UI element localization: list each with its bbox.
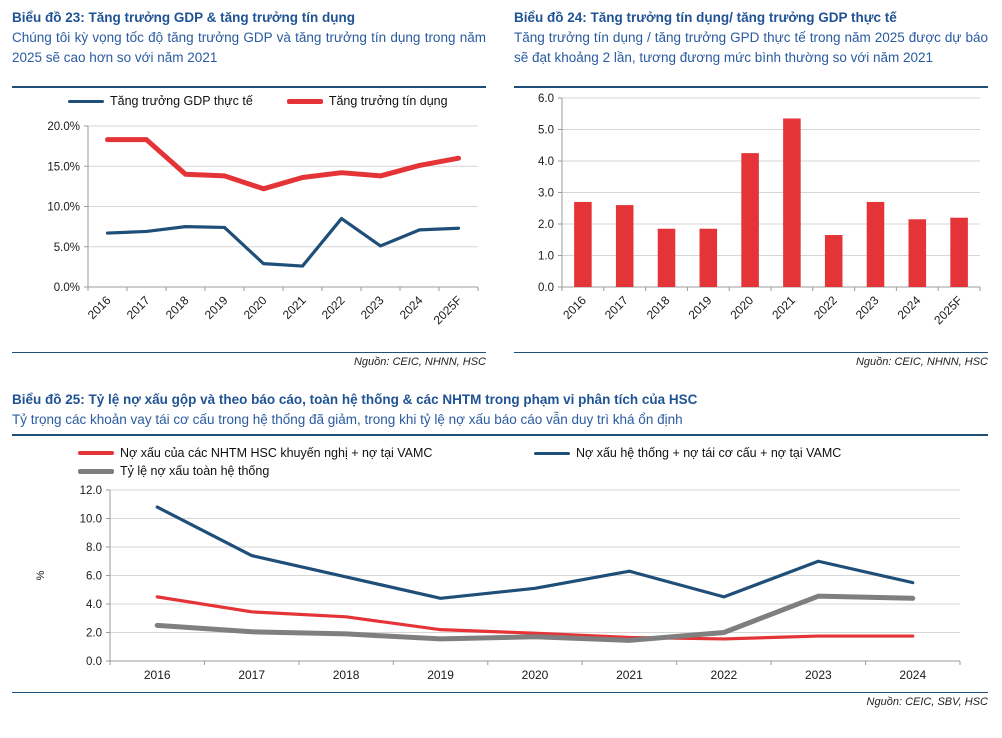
npl-hsc-line-swatch-icon bbox=[78, 451, 114, 455]
svg-text:2022: 2022 bbox=[811, 293, 840, 322]
chart23-divider bbox=[12, 86, 486, 88]
svg-text:10.0%: 10.0% bbox=[47, 202, 80, 214]
svg-text:10.0: 10.0 bbox=[80, 514, 102, 526]
svg-text:2.0: 2.0 bbox=[86, 628, 102, 640]
legend-label: Tăng trưởng GDP thực tế bbox=[110, 94, 253, 108]
chart25-source: Nguồn: CEIC, SBV, HSC bbox=[12, 692, 988, 708]
svg-text:2024: 2024 bbox=[397, 293, 426, 322]
svg-text:2022: 2022 bbox=[711, 668, 738, 682]
svg-text:2023: 2023 bbox=[853, 293, 882, 322]
svg-text:2017: 2017 bbox=[602, 293, 631, 322]
svg-text:5.0%: 5.0% bbox=[54, 242, 80, 254]
svg-text:2018: 2018 bbox=[163, 293, 192, 322]
chart25-subtitle: Tỷ trọng các khoản vay tái cơ cấu trong … bbox=[12, 411, 683, 427]
svg-text:2020: 2020 bbox=[241, 293, 270, 322]
svg-text:2024: 2024 bbox=[895, 293, 924, 322]
chart23-legend: Tăng trưởng GDP thực tế Tăng trưởng tín … bbox=[12, 88, 486, 114]
svg-text:4.0: 4.0 bbox=[538, 156, 554, 168]
svg-text:2023: 2023 bbox=[805, 668, 832, 682]
svg-text:2021: 2021 bbox=[280, 293, 309, 322]
credit-line-swatch-icon bbox=[286, 98, 323, 104]
svg-text:0.0: 0.0 bbox=[538, 282, 554, 294]
gdp-line-swatch-icon bbox=[68, 99, 104, 103]
chart24-divider bbox=[514, 86, 988, 88]
svg-text:6.0: 6.0 bbox=[538, 93, 554, 105]
legend-label: Tăng trưởng tín dụng bbox=[328, 94, 448, 108]
legend-item-npl-systemwide: Tỷ lệ nợ xấu toàn hệ thống bbox=[78, 464, 534, 478]
chart23-block: Biểu đồ 23: Tăng trưởng GDP & tăng trưởn… bbox=[12, 6, 486, 368]
svg-text:2018: 2018 bbox=[333, 668, 360, 682]
legend-label: Tỷ lệ nợ xấu toàn hệ thống bbox=[120, 464, 270, 478]
svg-text:8.0: 8.0 bbox=[86, 542, 102, 554]
chart23-subtitle: Chúng tôi kỳ vọng tốc độ tăng trưởng GDP… bbox=[12, 29, 486, 65]
svg-text:2025F: 2025F bbox=[431, 293, 465, 327]
chart24-subtitle: Tăng trưởng tín dụng / tăng trưởng GPD t… bbox=[514, 29, 988, 65]
legend-item-npl-hsc-banks: Nợ xấu của các NHTM HSC khuyến nghị + nợ… bbox=[78, 446, 534, 460]
svg-text:2016: 2016 bbox=[560, 293, 589, 322]
chart25-legend: Nợ xấu của các NHTM HSC khuyến nghị + nợ… bbox=[12, 436, 988, 482]
svg-text:2019: 2019 bbox=[202, 293, 231, 322]
svg-text:0.0: 0.0 bbox=[86, 656, 102, 668]
svg-text:2021: 2021 bbox=[769, 293, 798, 322]
svg-text:2025F: 2025F bbox=[931, 293, 965, 327]
top-charts-row: Biểu đồ 23: Tăng trưởng GDP & tăng trưởn… bbox=[12, 6, 988, 368]
svg-text:2019: 2019 bbox=[686, 293, 715, 322]
chart25-header: Biểu đồ 25: Tỷ lệ nợ xấu gộp và theo báo… bbox=[12, 388, 988, 434]
chart25-block: Biểu đồ 25: Tỷ lệ nợ xấu gộp và theo báo… bbox=[12, 388, 988, 708]
svg-text:12.0: 12.0 bbox=[80, 485, 102, 497]
svg-text:2017: 2017 bbox=[238, 668, 265, 682]
svg-text:20.0%: 20.0% bbox=[47, 121, 80, 133]
svg-text:4.0: 4.0 bbox=[86, 599, 102, 611]
svg-text:2016: 2016 bbox=[85, 293, 114, 322]
npl-system-line-swatch-icon bbox=[534, 451, 570, 455]
legend-item-credit-growth: Tăng trưởng tín dụng bbox=[286, 94, 448, 108]
chart24-canvas: 0.0 1.0 2.0 3.0 4.0 5.0 6.0 2016 2017 2018 2019 202… bbox=[538, 93, 981, 327]
legend-item-npl-system-restructured: Nợ xấu hệ thống + nợ tái cơ cấu + nợ tại… bbox=[534, 446, 988, 460]
chart25-divider bbox=[12, 434, 988, 436]
svg-text:2019: 2019 bbox=[427, 668, 454, 682]
legend-label: Nợ xấu của các NHTM HSC khuyến nghị + nợ… bbox=[120, 446, 433, 460]
legend-item-gdp-growth: Tăng trưởng GDP thực tế bbox=[68, 94, 253, 108]
svg-text:2023: 2023 bbox=[358, 293, 387, 322]
svg-text:5.0: 5.0 bbox=[538, 125, 554, 137]
chart24-source: Nguồn: CEIC, NHNN, HSC bbox=[514, 352, 988, 368]
chart24-title: Biểu đồ 24: Tăng trưởng tín dụng/ tăng t… bbox=[514, 10, 897, 25]
svg-text:2020: 2020 bbox=[727, 293, 756, 322]
chart23-source: Nguồn: CEIC, NHNN, HSC bbox=[12, 352, 486, 368]
chart23-canvas: 0.0% 5.0% 10.0% 15.0% 20.0% 2016 2017 2018 2019 2… bbox=[47, 121, 479, 327]
svg-text:3.0: 3.0 bbox=[538, 188, 554, 200]
svg-text:0.0%: 0.0% bbox=[54, 282, 80, 294]
svg-text:1.0: 1.0 bbox=[538, 251, 554, 263]
legend-label: Nợ xấu hệ thống + nợ tái cơ cấu + nợ tại… bbox=[576, 446, 842, 460]
svg-text:15.0%: 15.0% bbox=[47, 161, 80, 173]
svg-text:2024: 2024 bbox=[899, 668, 926, 682]
svg-text:2017: 2017 bbox=[124, 293, 153, 322]
svg-text:2016: 2016 bbox=[144, 668, 171, 682]
npl-total-line-swatch-icon bbox=[78, 468, 114, 474]
svg-text:2020: 2020 bbox=[522, 668, 549, 682]
chart24-block: Biểu đồ 24: Tăng trưởng tín dụng/ tăng t… bbox=[514, 6, 988, 368]
svg-text:2018: 2018 bbox=[644, 293, 673, 322]
chart25-canvas: 0.0 2.0 4.0 6.0 8.0 10.0 12.0 2016 2017 2018 2019 2… bbox=[35, 485, 961, 682]
chart24-header: Biểu đồ 24: Tăng trưởng tín dụng/ tăng t… bbox=[514, 6, 988, 86]
chart25-title: Biểu đồ 25: Tỷ lệ nợ xấu gộp và theo báo… bbox=[12, 392, 698, 407]
svg-text:2021: 2021 bbox=[616, 668, 643, 682]
chart23-header: Biểu đồ 23: Tăng trưởng GDP & tăng trưởn… bbox=[12, 6, 486, 86]
svg-text:2.0: 2.0 bbox=[538, 219, 554, 231]
svg-text:2022: 2022 bbox=[319, 293, 348, 322]
chart23-title: Biểu đồ 23: Tăng trưởng GDP & tăng trưởn… bbox=[12, 10, 355, 25]
svg-text:%: % bbox=[35, 570, 47, 580]
svg-text:6.0: 6.0 bbox=[86, 571, 102, 583]
